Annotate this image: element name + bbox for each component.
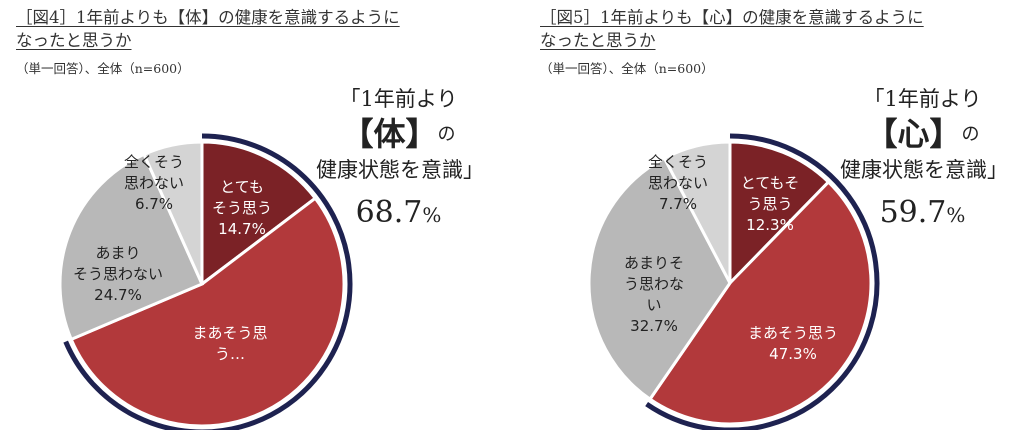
chart-base-note: （単一回答）、全体（n=600）: [540, 61, 714, 76]
summary-callout: 「1年前より 【体】の 健康状態を意識」 68.7%: [316, 84, 484, 235]
chart-title-line1: ［図4］1年前よりも【体】の健康を意識するように: [16, 8, 400, 27]
slice-label: あまりそう思わない 24.7%: [73, 244, 163, 304]
pie-slice: [200, 140, 318, 288]
slice-label: とてもそう思う 12.3%: [741, 174, 800, 234]
chart-title-line2: なったと思うか: [540, 31, 656, 50]
slice-label: あまりそう思わない 32.7%: [624, 254, 684, 335]
chart-panel-body: ［図4］1年前よりも【体】の健康を意識するように なったと思うか （単一回答）、…: [0, 0, 500, 430]
chart-title-line1: ［図5］1年前よりも【心】の健康を意識するように: [540, 8, 924, 27]
callout-value: 59.7: [879, 195, 947, 230]
pie-slice: [69, 196, 346, 428]
pie-slice: [647, 179, 873, 426]
slice-label: 全くそう思わない 6.7%: [124, 153, 184, 213]
callout-bracket-left: 【: [341, 115, 374, 153]
callout-keyword: 心: [897, 115, 930, 153]
callout-line1: 「1年前より: [339, 87, 458, 111]
pie-chart-mind: とてもそう思う 12.3% まあそう思う 47.3% あまりそう思わない 32.7% 全くそ…: [587, 133, 880, 430]
pie-chart-body: とてもそう思う 14.7% まあそう思う… あまりそう思わない 24.7% 全くそう思わな…: [58, 133, 353, 430]
callout-line1: 「1年前より: [863, 87, 982, 111]
slice-label: とてもそう思う 14.7%: [212, 178, 272, 238]
slice-label: まあそう思う…: [192, 324, 267, 363]
callout-unit: %: [946, 203, 966, 227]
callout-keyword-line: 【体】の: [316, 114, 481, 155]
callout-unit: %: [422, 203, 442, 227]
summary-callout: 「1年前より 【心】の 健康状態を意識」 59.7%: [840, 84, 1008, 235]
chart-panel-mind: ［図5］1年前よりも【心】の健康を意識するように なったと思うか （単一回答）、…: [530, 0, 1025, 430]
chart-base-note: （単一回答）、全体（n=600）: [16, 61, 190, 76]
callout-bracket-right: 】: [929, 115, 962, 153]
callout-value: 68.7: [355, 195, 423, 230]
callout-percentage: 68.7%: [316, 193, 481, 235]
callout-keyword: 体: [373, 115, 406, 153]
chart-title-line2: なったと思うか: [16, 31, 132, 50]
pie-slice: [58, 152, 204, 342]
highlight-arc: [63, 133, 353, 430]
slice-label: まあそう思う 47.3%: [748, 324, 838, 363]
callout-particle: の: [437, 124, 456, 145]
pie-slice: [662, 140, 732, 284]
pie-slice: [142, 140, 204, 285]
slice-label: 全くそう思わない 7.7%: [648, 153, 708, 213]
callout-percentage: 59.7%: [840, 193, 1005, 235]
callout-keyword-line: 【心】の: [840, 114, 1005, 155]
callout-line3: 健康状態を意識」: [840, 158, 1008, 182]
pie-slice: [728, 140, 831, 287]
callout-line3: 健康状態を意識」: [316, 158, 484, 182]
callout-bracket-left: 【: [865, 115, 898, 153]
callout-particle: の: [961, 124, 980, 145]
callout-bracket-right: 】: [405, 115, 438, 153]
